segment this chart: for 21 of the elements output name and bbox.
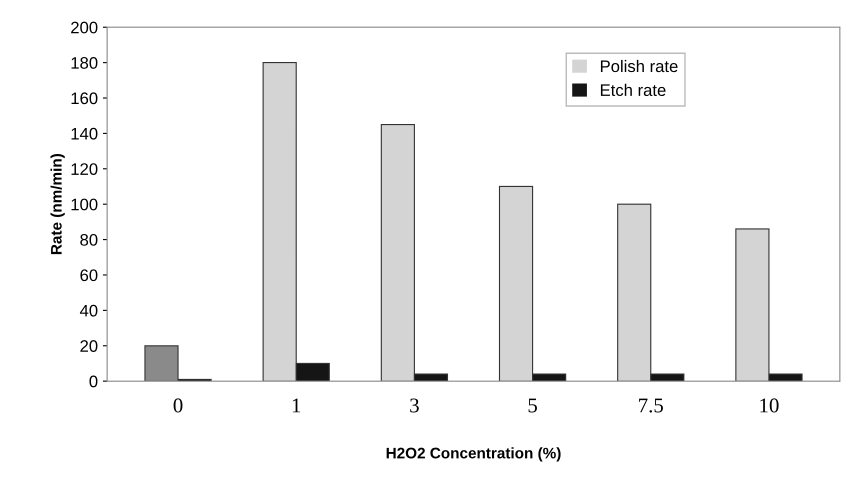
x-tick-label: 0 [174,398,182,412]
legend-label: Polish rate [600,60,678,72]
x-tick-label: 5 [528,398,537,412]
y-tick-label: 100 [72,198,98,210]
y-tick-label: 80 [80,234,98,246]
y-tick-label: 0 [89,376,98,388]
x-axis-title: H2O2 Concentration (%) [386,447,561,462]
y-tick-label: 200 [71,22,98,34]
y-tick-label: 160 [72,92,98,104]
x-tick-label: 7.5 [639,398,663,413]
x-tick-label: 10 [760,398,779,412]
y-tick-label: 60 [80,269,98,282]
y-tick-label: 180 [72,57,98,69]
y-axis-title: Rate (nm/min) [50,154,65,254]
x-tick-label: 1 [292,398,300,412]
y-tick-label: 120 [72,163,98,175]
y-tick-label: 140 [72,128,98,140]
legend-label: Etch rate [600,84,666,96]
x-tick-label: 3 [410,398,419,412]
y-tick-label: 40 [80,304,98,317]
y-tick-label: 20 [80,340,98,352]
